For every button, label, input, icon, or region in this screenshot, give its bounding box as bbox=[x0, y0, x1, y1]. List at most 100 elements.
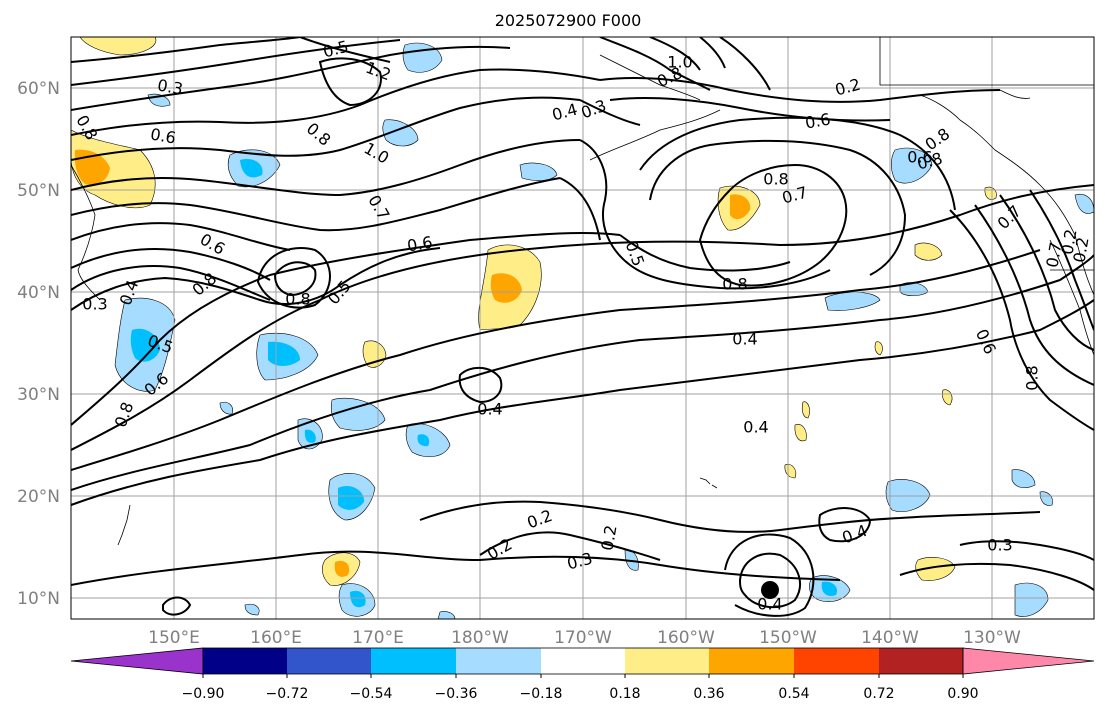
coastline bbox=[919, 94, 1094, 296]
lon-label: 180°W bbox=[451, 628, 509, 648]
contour-label: 0.6 bbox=[804, 109, 832, 132]
anomaly-shading bbox=[71, 37, 1094, 619]
contour-line bbox=[71, 68, 601, 136]
lat-label: 50°N bbox=[17, 181, 60, 201]
graticule bbox=[71, 37, 1094, 619]
colorbar-segment bbox=[709, 648, 794, 674]
coastline bbox=[71, 164, 101, 301]
coastline bbox=[117, 504, 131, 546]
contour-line bbox=[419, 500, 1041, 533]
contour-line bbox=[649, 139, 907, 276]
coastline bbox=[699, 477, 711, 485]
lat-label: 30°N bbox=[17, 385, 60, 405]
contour-line bbox=[71, 249, 1041, 471]
colorbar-label: 0.36 bbox=[693, 686, 724, 702]
coastline bbox=[599, 54, 701, 101]
neg-region bbox=[890, 147, 933, 184]
contour-line bbox=[479, 531, 661, 561]
colorbar-label: −0.72 bbox=[266, 686, 309, 702]
contour-line bbox=[318, 57, 382, 107]
contour-line bbox=[649, 37, 701, 71]
contour-line bbox=[999, 194, 1094, 351]
neg-region bbox=[519, 162, 558, 181]
colorbar-label: 0.72 bbox=[863, 686, 894, 702]
neg-region bbox=[885, 479, 931, 512]
neg-region bbox=[824, 291, 881, 311]
lon-label: 150°E bbox=[148, 628, 200, 648]
contour-line bbox=[949, 209, 1094, 431]
pos-core bbox=[490, 273, 522, 303]
colorbar-label: −0.54 bbox=[350, 686, 393, 702]
coastline bbox=[879, 37, 1094, 86]
contour-label: 0.6 bbox=[149, 124, 177, 147]
contour-label: 0.4 bbox=[477, 400, 502, 419]
lon-label: 160°E bbox=[250, 628, 302, 648]
neg-region bbox=[1039, 491, 1053, 506]
contour-line bbox=[71, 37, 301, 63]
colorbar-label: −0.36 bbox=[435, 686, 478, 702]
contour-label: 0.6 bbox=[907, 148, 932, 167]
neg-region bbox=[244, 603, 260, 616]
neg-core bbox=[417, 434, 430, 447]
contour-line bbox=[599, 77, 1001, 103]
contour-lines bbox=[71, 37, 1094, 617]
contour-line bbox=[71, 231, 621, 426]
lat-label: 40°N bbox=[17, 283, 60, 303]
colorbar-label: 0.18 bbox=[609, 686, 640, 702]
lon-label: 140°W bbox=[861, 628, 919, 648]
contour-line bbox=[71, 550, 841, 586]
contour-label: 0.6 bbox=[406, 232, 434, 255]
contour-line bbox=[599, 37, 711, 91]
contour-label: 0.2 bbox=[1057, 228, 1080, 256]
contour-line bbox=[579, 99, 641, 126]
contour-line bbox=[71, 254, 1094, 491]
pos-region bbox=[914, 242, 943, 261]
lat-label: 60°N bbox=[17, 79, 60, 99]
contour-label: 0.4 bbox=[732, 330, 757, 349]
contour-label: 0.3 bbox=[156, 75, 184, 98]
neg-region bbox=[437, 611, 456, 619]
pos-region bbox=[794, 424, 807, 442]
pos-region bbox=[915, 557, 956, 581]
colorbar-segment bbox=[879, 648, 963, 674]
colorbar-frame bbox=[202, 647, 964, 675]
colorbar-segment bbox=[794, 648, 879, 674]
coastline bbox=[711, 484, 718, 489]
contour-line bbox=[959, 540, 1094, 561]
colorbar-extend-low bbox=[70, 647, 204, 675]
contour-line bbox=[256, 247, 331, 309]
lon-label: 150°W bbox=[759, 628, 817, 648]
lat-label: 20°N bbox=[17, 487, 60, 507]
contour-line bbox=[559, 177, 601, 241]
contour-line bbox=[609, 97, 891, 122]
contour-label: 0.4 bbox=[743, 418, 768, 437]
contour-label: 1.0 bbox=[667, 53, 692, 72]
coastline bbox=[589, 109, 721, 161]
contour-line bbox=[719, 37, 771, 91]
contour-label: 0.2 bbox=[597, 524, 620, 552]
lon-label: 160°W bbox=[657, 628, 715, 648]
colorbar: −0.90 −0.72 −0.54 −0.36 −0.18 0.18 0.36 0.54 0.7… bbox=[70, 647, 1095, 702]
contour-label: 0.8 bbox=[285, 290, 310, 309]
pos-region bbox=[801, 401, 810, 419]
map-title: 2025072900 F000 bbox=[495, 11, 642, 30]
contour-line bbox=[71, 247, 441, 311]
contour-line bbox=[71, 265, 271, 301]
contour-line bbox=[71, 248, 271, 281]
pos-region bbox=[874, 341, 883, 356]
contour-label: 0.8 bbox=[722, 275, 747, 294]
latitude-labels: 60°N 50°N 40°N 30°N 20°N 10°N bbox=[17, 79, 60, 609]
lon-label: 170°W bbox=[554, 628, 612, 648]
contour-label: 0.4 bbox=[757, 595, 782, 614]
contour-label: 0.8 bbox=[763, 170, 788, 189]
coastline bbox=[999, 89, 1031, 99]
colorbar-segment bbox=[541, 648, 625, 674]
contour-line bbox=[1029, 189, 1094, 331]
colorbar-segment bbox=[371, 648, 456, 674]
coastlines bbox=[71, 37, 1094, 546]
contour-line bbox=[71, 45, 511, 111]
plot-area: 0.51.20.30.81.00.8 0.20.40.30.80.60.61.0 0… bbox=[71, 37, 1094, 619]
contour-line bbox=[699, 37, 726, 69]
contour-label: 0.8 bbox=[1023, 365, 1042, 390]
